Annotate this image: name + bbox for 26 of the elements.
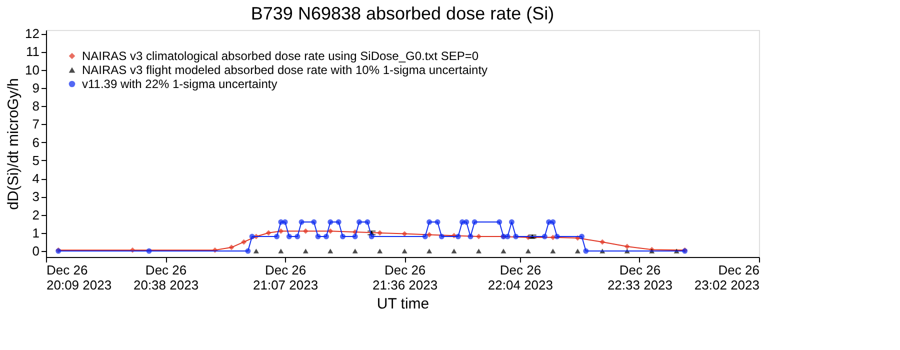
x-axis-title: UT time bbox=[376, 296, 430, 312]
legend-label: NAIRAS v3 flight modeled absorbed dose rate with 10% 1-sigma uncertainty bbox=[82, 63, 488, 77]
y-tick-label: 11 bbox=[26, 44, 40, 60]
y-tick-label: 6 bbox=[32, 134, 40, 150]
legend-label: NAIRAS v3 climatological absorbed dose rate using SiDose_G0.txt SEP=0 bbox=[82, 49, 479, 63]
y-tick-label: 5 bbox=[32, 152, 40, 168]
legend-label: v11.39 with 22% 1-sigma uncertainty bbox=[82, 77, 278, 91]
y-tick-label: 2 bbox=[32, 207, 40, 222]
x-tick-label: Dec 26 22:04 2023 bbox=[488, 262, 553, 292]
x-tick-label: Dec 26 21:36 2023 bbox=[372, 262, 438, 292]
y-tick-label: 1 bbox=[32, 225, 40, 240]
y-tick-label: 0 bbox=[32, 244, 40, 259]
chart-title: B739 N69838 absorbed dose rate (Si) bbox=[250, 4, 554, 24]
x-tick-label: Dec 26 21:07 2023 bbox=[253, 262, 318, 292]
y-tick-label: 10 bbox=[25, 62, 40, 78]
y-tick-label: 8 bbox=[32, 98, 40, 114]
y-tick-label: 9 bbox=[32, 80, 40, 96]
y-tick-label: 4 bbox=[32, 171, 40, 186]
y-tick-label: 12 bbox=[25, 26, 40, 42]
x-tick-label: Dec 26 20:09 2023 bbox=[46, 262, 112, 292]
x-tick-label: Dec 26 23:02 2023 bbox=[694, 262, 760, 292]
y-axis-title: dD(Si)/dt microGy/h bbox=[5, 78, 22, 210]
y-tick-label: 3 bbox=[32, 189, 40, 204]
y-tick-label: 7 bbox=[32, 116, 40, 132]
x-tick-label: Dec 26 22:33 2023 bbox=[607, 262, 673, 292]
x-tick-label: Dec 26 20:38 2023 bbox=[133, 262, 199, 292]
